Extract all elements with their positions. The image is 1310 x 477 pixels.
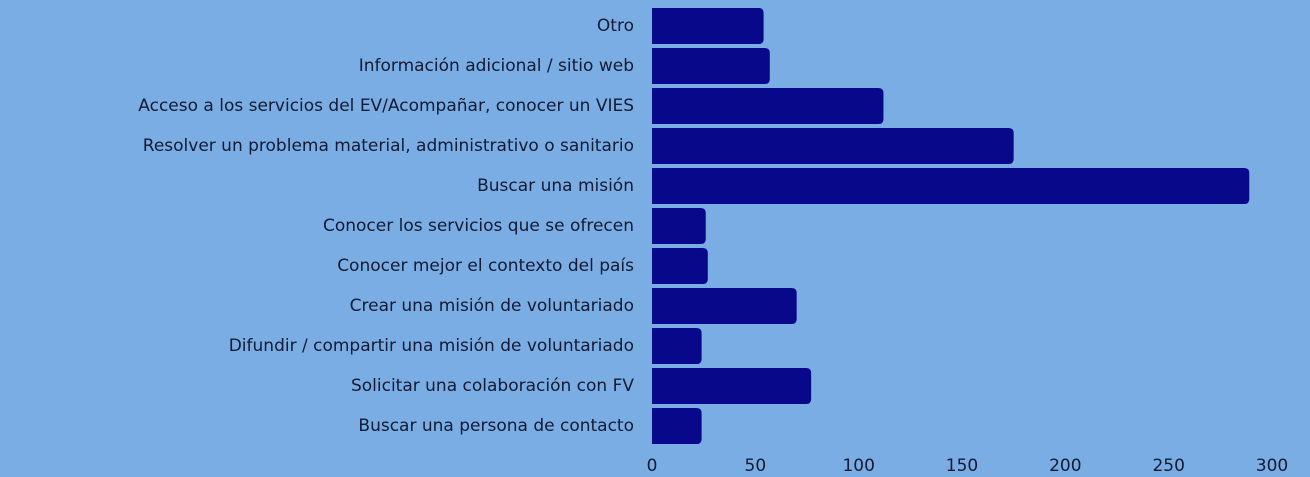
bar (652, 128, 1014, 164)
x-tick-label: 100 (842, 456, 874, 476)
bar (652, 88, 884, 124)
bar (652, 368, 812, 404)
x-tick-label: 150 (946, 456, 978, 476)
y-tick-label: Buscar una misión (477, 176, 634, 196)
y-tick-label: Información adicional / sitio web (359, 56, 634, 76)
bar (652, 288, 797, 324)
y-tick-label: Difundir / compartir una misión de volun… (229, 336, 634, 356)
x-tick-label: 250 (1152, 456, 1184, 476)
y-tick-label: Conocer mejor el contexto del país (337, 256, 634, 276)
bar (652, 48, 770, 84)
y-tick-label: Solicitar una colaboración con FV (351, 376, 634, 396)
x-tick-label: 0 (647, 456, 658, 476)
y-tick-label: Acceso a los servicios del EV/Acompañar,… (138, 96, 634, 116)
x-tick-label: 200 (1049, 456, 1081, 476)
y-tick-label: Conocer los servicios que se ofrecen (323, 216, 634, 236)
bar (652, 248, 708, 284)
bar (652, 208, 706, 244)
y-tick-label: Resolver un problema material, administr… (143, 136, 634, 156)
bar (652, 168, 1250, 204)
x-tick-label: 300 (1256, 456, 1288, 476)
y-tick-label: Crear una misión de voluntariado (350, 296, 634, 316)
y-tick-label: Otro (597, 16, 634, 36)
bar (652, 408, 702, 444)
y-tick-label: Buscar una persona de contacto (358, 416, 634, 436)
bar (652, 8, 764, 44)
x-tick-label: 50 (745, 456, 767, 476)
bar (652, 328, 702, 364)
